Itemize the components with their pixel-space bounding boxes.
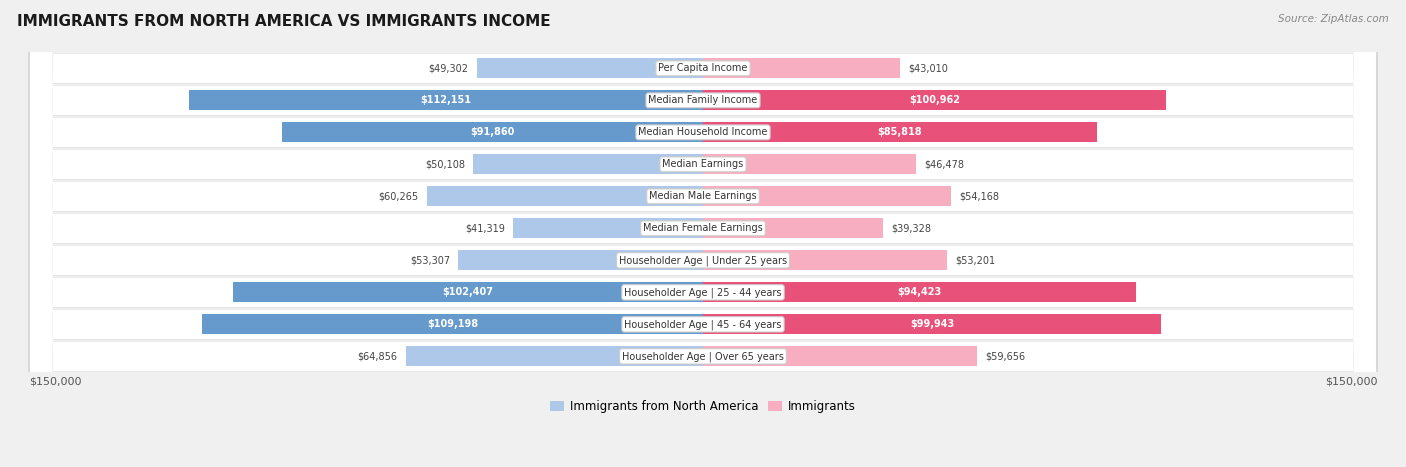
FancyBboxPatch shape: [30, 0, 1376, 467]
Text: Householder Age | Under 25 years: Householder Age | Under 25 years: [619, 255, 787, 266]
Text: $150,000: $150,000: [28, 376, 82, 386]
FancyBboxPatch shape: [28, 0, 1378, 467]
FancyBboxPatch shape: [703, 219, 883, 238]
Text: $112,151: $112,151: [420, 95, 471, 106]
Text: $54,168: $54,168: [960, 191, 1000, 201]
Text: $39,328: $39,328: [891, 223, 932, 234]
FancyBboxPatch shape: [30, 0, 1376, 467]
FancyBboxPatch shape: [28, 0, 1378, 467]
FancyBboxPatch shape: [513, 219, 703, 238]
Text: $59,656: $59,656: [984, 351, 1025, 361]
FancyBboxPatch shape: [30, 0, 1376, 467]
FancyBboxPatch shape: [28, 0, 1378, 467]
FancyBboxPatch shape: [703, 186, 952, 206]
Text: Median Household Income: Median Household Income: [638, 127, 768, 137]
FancyBboxPatch shape: [703, 155, 917, 174]
FancyBboxPatch shape: [703, 122, 1097, 142]
Text: Householder Age | 25 - 44 years: Householder Age | 25 - 44 years: [624, 287, 782, 297]
FancyBboxPatch shape: [474, 155, 703, 174]
FancyBboxPatch shape: [28, 0, 1378, 467]
Text: Median Male Earnings: Median Male Earnings: [650, 191, 756, 201]
Text: $91,860: $91,860: [470, 127, 515, 137]
FancyBboxPatch shape: [426, 186, 703, 206]
Text: $41,319: $41,319: [465, 223, 505, 234]
FancyBboxPatch shape: [477, 58, 703, 78]
FancyBboxPatch shape: [28, 0, 1378, 467]
Text: $43,010: $43,010: [908, 64, 949, 73]
FancyBboxPatch shape: [30, 0, 1376, 467]
Text: $49,302: $49,302: [429, 64, 468, 73]
Text: $85,818: $85,818: [877, 127, 922, 137]
Text: $53,201: $53,201: [955, 255, 995, 265]
Text: Median Family Income: Median Family Income: [648, 95, 758, 106]
FancyBboxPatch shape: [703, 283, 1136, 302]
Text: $46,478: $46,478: [924, 159, 965, 170]
Text: $64,856: $64,856: [357, 351, 398, 361]
FancyBboxPatch shape: [458, 250, 703, 270]
FancyBboxPatch shape: [28, 0, 1378, 467]
Text: $53,307: $53,307: [411, 255, 450, 265]
FancyBboxPatch shape: [28, 0, 1378, 467]
Text: Householder Age | 45 - 64 years: Householder Age | 45 - 64 years: [624, 319, 782, 330]
FancyBboxPatch shape: [30, 0, 1376, 467]
FancyBboxPatch shape: [30, 0, 1376, 467]
FancyBboxPatch shape: [233, 283, 703, 302]
Text: $60,265: $60,265: [378, 191, 419, 201]
FancyBboxPatch shape: [202, 314, 703, 334]
FancyBboxPatch shape: [30, 0, 1376, 467]
Text: $109,198: $109,198: [427, 319, 478, 329]
Text: IMMIGRANTS FROM NORTH AMERICA VS IMMIGRANTS INCOME: IMMIGRANTS FROM NORTH AMERICA VS IMMIGRA…: [17, 14, 551, 29]
FancyBboxPatch shape: [28, 0, 1378, 467]
FancyBboxPatch shape: [703, 91, 1166, 110]
FancyBboxPatch shape: [30, 0, 1376, 467]
Text: $50,108: $50,108: [425, 159, 465, 170]
Text: Source: ZipAtlas.com: Source: ZipAtlas.com: [1278, 14, 1389, 24]
FancyBboxPatch shape: [703, 314, 1161, 334]
FancyBboxPatch shape: [28, 0, 1378, 467]
Legend: Immigrants from North America, Immigrants: Immigrants from North America, Immigrant…: [546, 395, 860, 417]
FancyBboxPatch shape: [281, 122, 703, 142]
FancyBboxPatch shape: [405, 347, 703, 366]
Text: Median Female Earnings: Median Female Earnings: [643, 223, 763, 234]
Text: Householder Age | Over 65 years: Householder Age | Over 65 years: [621, 351, 785, 361]
FancyBboxPatch shape: [28, 0, 1378, 467]
FancyBboxPatch shape: [188, 91, 703, 110]
Text: $150,000: $150,000: [1324, 376, 1378, 386]
Text: Per Capita Income: Per Capita Income: [658, 64, 748, 73]
Text: $100,962: $100,962: [910, 95, 960, 106]
Text: $102,407: $102,407: [443, 287, 494, 297]
FancyBboxPatch shape: [30, 0, 1376, 467]
FancyBboxPatch shape: [703, 58, 900, 78]
FancyBboxPatch shape: [30, 0, 1376, 467]
Text: $99,943: $99,943: [910, 319, 955, 329]
FancyBboxPatch shape: [703, 250, 948, 270]
FancyBboxPatch shape: [703, 347, 977, 366]
Text: $94,423: $94,423: [897, 287, 942, 297]
Text: Median Earnings: Median Earnings: [662, 159, 744, 170]
